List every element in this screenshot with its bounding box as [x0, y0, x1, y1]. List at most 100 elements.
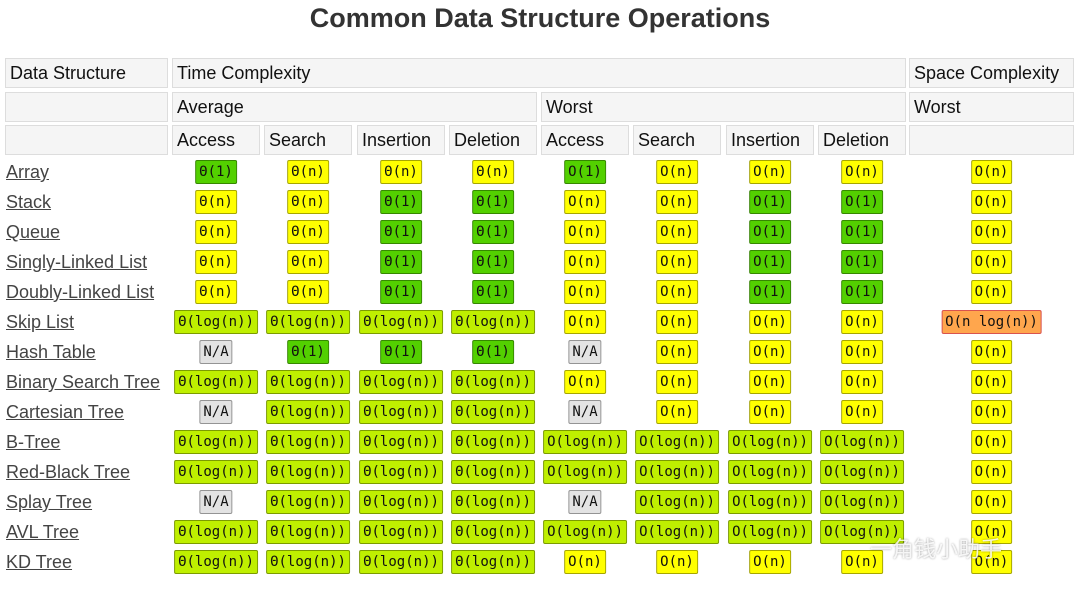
complexity-badge: O(1): [841, 190, 883, 214]
header-cell-empty: [909, 125, 1074, 155]
complexity-badge: N/A: [568, 490, 602, 514]
complexity-badge: Θ(log(n)): [174, 520, 258, 544]
structure-link[interactable]: B-Tree: [6, 432, 61, 452]
structure-link[interactable]: Queue: [6, 222, 61, 242]
complexity-badge: O(1): [841, 280, 883, 304]
complexity-badge: O(log(n)): [635, 520, 719, 544]
complexity-badge: Θ(log(n)): [359, 310, 443, 334]
complexity-badge: O(log(n)): [728, 460, 812, 484]
complexity-badge: Θ(n): [287, 190, 329, 214]
complexity-badge: O(n): [841, 310, 883, 334]
complexity-badge: Θ(log(n)): [359, 490, 443, 514]
complexity-badge: Θ(n): [287, 280, 329, 304]
header-cell: Deletion: [818, 125, 906, 155]
page-title: Common Data Structure Operations: [309, 3, 771, 33]
complexity-badge: O(1): [749, 220, 791, 244]
complexity-badge: O(n): [564, 250, 606, 274]
complexity-badge: Θ(log(n)): [174, 460, 258, 484]
complexity-badge: O(n): [656, 280, 698, 304]
watermark: 一角钱小助手: [870, 537, 1003, 562]
complexity-badge: O(log(n)): [543, 520, 627, 544]
complexity-badge: O(log(n)): [543, 460, 627, 484]
header-cell: Average: [172, 92, 537, 122]
complexity-badge: O(n log(n)): [941, 310, 1042, 334]
complexity-badge: Θ(1): [195, 160, 237, 184]
complexity-badge: O(n): [749, 550, 791, 574]
complexity-badge: Θ(1): [472, 280, 514, 304]
complexity-badge: O(n): [564, 310, 606, 334]
complexity-badge: O(log(n)): [728, 430, 812, 454]
complexity-badge: O(n): [970, 400, 1013, 424]
complexity-badge: Θ(log(n)): [266, 430, 350, 454]
complexity-badge: O(n): [970, 160, 1013, 184]
complexity-badge: O(n): [656, 250, 698, 274]
structure-link[interactable]: Cartesian Tree: [6, 402, 125, 422]
complexity-badge: Θ(log(n)): [174, 310, 258, 334]
complexity-badge: O(log(n)): [635, 490, 719, 514]
complexity-badge: Θ(1): [380, 190, 422, 214]
complexity-badge: Θ(1): [472, 340, 514, 364]
complexity-badge: Θ(log(n)): [174, 370, 258, 394]
complexity-badge: O(n): [564, 220, 606, 244]
complexity-badge: Θ(log(n)): [174, 430, 258, 454]
complexity-badge: Θ(log(n)): [451, 370, 535, 394]
complexity-badge: O(n): [656, 340, 698, 364]
structure-link[interactable]: Hash Table: [6, 342, 96, 362]
complexity-badge: Θ(log(n)): [451, 460, 535, 484]
header-cell: Insertion: [726, 125, 814, 155]
complexity-badge: Θ(n): [195, 250, 237, 274]
complexity-badge: Θ(1): [380, 280, 422, 304]
complexity-badge: Θ(log(n)): [266, 550, 350, 574]
complexity-badge: O(log(n)): [820, 490, 904, 514]
complexity-badge: Θ(1): [472, 250, 514, 274]
complexity-badge: O(log(n)): [820, 520, 904, 544]
structure-link[interactable]: Array: [6, 162, 50, 182]
complexity-badge: Θ(n): [287, 160, 329, 184]
complexity-badge: O(log(n)): [728, 520, 812, 544]
header-cell: Worst: [541, 92, 906, 122]
header-cell: Space Complexity: [909, 58, 1074, 88]
structure-link[interactable]: Splay Tree: [6, 492, 93, 512]
header-cell: Insertion: [357, 125, 445, 155]
complexity-badge: O(n): [970, 250, 1013, 274]
complexity-badge: N/A: [199, 340, 233, 364]
complexity-badge: Θ(n): [472, 160, 514, 184]
header-cell: Time Complexity: [172, 58, 906, 88]
complexity-badge: Θ(n): [380, 160, 422, 184]
complexity-badge: O(n): [564, 370, 606, 394]
complexity-badge: Θ(log(n)): [359, 400, 443, 424]
complexity-badge: Θ(n): [287, 250, 329, 274]
structure-link[interactable]: KD Tree: [6, 552, 73, 572]
complexity-badge: Θ(1): [472, 190, 514, 214]
complexity-badge: O(n): [970, 340, 1013, 364]
structure-link[interactable]: Doubly-Linked List: [6, 282, 155, 302]
complexity-badge: O(log(n)): [820, 460, 904, 484]
complexity-badge: Θ(log(n)): [451, 550, 535, 574]
complexity-badge: O(n): [841, 550, 883, 574]
complexity-badge: N/A: [568, 400, 602, 424]
structure-link[interactable]: Binary Search Tree: [6, 372, 161, 392]
header-cell-empty: [5, 92, 168, 122]
complexity-badge: O(1): [749, 250, 791, 274]
complexity-badge: O(n): [970, 490, 1013, 514]
complexity-badge: Θ(log(n)): [359, 520, 443, 544]
complexity-badge: O(log(n)): [820, 430, 904, 454]
structure-link[interactable]: Stack: [6, 192, 52, 212]
complexity-badge: O(log(n)): [635, 460, 719, 484]
complexity-badge: Θ(1): [287, 340, 329, 364]
header-cell: Deletion: [449, 125, 537, 155]
complexity-badge: Θ(log(n)): [451, 520, 535, 544]
complexity-badge: Θ(log(n)): [266, 520, 350, 544]
header-cell: Access: [172, 125, 260, 155]
structure-link[interactable]: Red-Black Tree: [6, 462, 131, 482]
complexity-badge: Θ(log(n)): [359, 550, 443, 574]
structure-link[interactable]: AVL Tree: [6, 522, 80, 542]
complexity-badge: Θ(log(n)): [266, 400, 350, 424]
complexity-badge: O(n): [656, 160, 698, 184]
structure-link[interactable]: Skip List: [6, 312, 75, 332]
structure-link[interactable]: Singly-Linked List: [6, 252, 148, 272]
complexity-badge: O(n): [656, 190, 698, 214]
complexity-badge: O(n): [656, 220, 698, 244]
complexity-badge: Θ(n): [195, 220, 237, 244]
